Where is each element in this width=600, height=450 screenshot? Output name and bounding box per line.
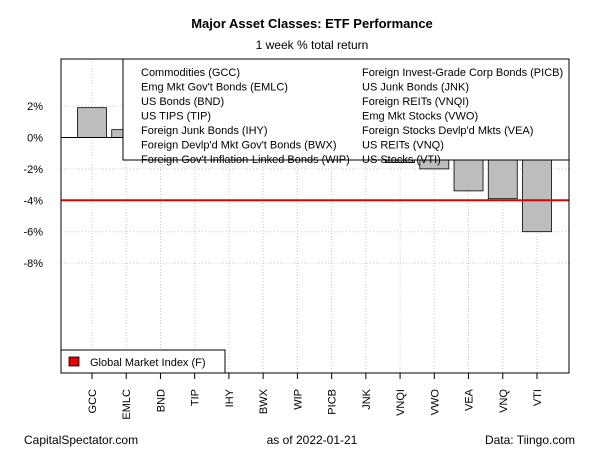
legend-entry-right: Foreign REITs (VNQI)	[362, 96, 469, 108]
x-tick-label-vnqi: VNQI	[395, 389, 407, 416]
legend-entry-right: Foreign Stocks Devlp'd Mkts (VEA)	[362, 125, 533, 137]
legend-entry-left: US TIPS (TIP)	[141, 111, 211, 123]
x-tick-label-jnk: JNK	[361, 388, 373, 409]
legend-entry-left: US Bonds (BND)	[141, 96, 224, 108]
x-tick-label-ihy: IHY	[224, 388, 236, 407]
legend-top-box	[122, 58, 570, 161]
y-tick-label: -6%	[23, 227, 43, 239]
legend-entry-right: Foreign Invest-Grade Corp Bonds (PICB)	[362, 67, 563, 79]
x-tick-label-wip: WIP	[292, 389, 304, 410]
y-tick-label: 2%	[27, 101, 43, 113]
x-tick-label-tip: TIP	[190, 389, 202, 406]
footer-data-source: Data: Tiingo.com	[485, 433, 575, 447]
y-axis: 2% 0% -2% -4% -6% -8%	[23, 101, 43, 270]
x-tick-label-vti: VTI	[532, 389, 544, 406]
y-tick-label: -8%	[23, 258, 43, 270]
legend-label-global-market-index: Global Market Index (F)	[90, 357, 206, 369]
plot-border	[60, 58, 570, 374]
x-tick-label-picb: PICB	[327, 389, 339, 415]
legend-swatch-global-market-index	[68, 356, 80, 367]
x-tick-label-vwo: VWO	[429, 389, 441, 416]
y-tick-label: 0%	[27, 133, 43, 145]
x-axis: GCC EMLC BND TIP IHY BWX WIP PICB JNK VNQI VWO VEA V…	[87, 373, 544, 420]
legend-entry-right: US REITs (VNQ)	[362, 140, 444, 152]
legend-entry-left: Commodities (GCC)	[141, 67, 240, 79]
bar-gcc	[77, 107, 107, 138]
x-tick-label-bwx: BWX	[258, 388, 270, 414]
footer-date: as of 2022-01-21	[267, 433, 358, 447]
chart-subtitle: 1 week % total return	[256, 38, 369, 52]
legend-entry-left: Foreign Gov't Inflation-Linked Bonds (WI…	[141, 154, 350, 166]
legend-entry-left: Foreign Devlp'd Mkt Gov't Bonds (BWX)	[141, 140, 337, 152]
footer-source-site: CapitalSpectator.com	[24, 433, 138, 447]
legend-entry-left: Foreign Junk Bonds (IHY)	[141, 125, 268, 137]
x-tick-label-bnd: BND	[155, 389, 167, 412]
legend-entry-left: Emg Mkt Gov't Bonds (EMLC)	[141, 82, 288, 94]
x-tick-label-vnq: VNQ	[498, 389, 510, 413]
legend-bottom: Global Market Index (F)	[60, 349, 226, 374]
legend-entry-right: Emg Mkt Stocks (VWO)	[362, 111, 478, 123]
y-tick-label: -2%	[23, 164, 43, 176]
y-tick-label: -4%	[23, 195, 43, 207]
legend-entry-right: US Stocks (VTI)	[362, 154, 441, 166]
x-tick-label-gcc: GCC	[87, 389, 99, 414]
legend-entry-right: US Junk Bonds (JNK)	[362, 82, 469, 94]
x-tick-label-emlc: EMLC	[121, 389, 133, 420]
x-tick-label-vea: VEA	[464, 388, 476, 411]
legend-top: Commodities (GCC) Emg Mkt Gov't Bonds (EM…	[122, 58, 570, 166]
chart-title: Major Asset Classes: ETF Performance	[191, 16, 433, 31]
